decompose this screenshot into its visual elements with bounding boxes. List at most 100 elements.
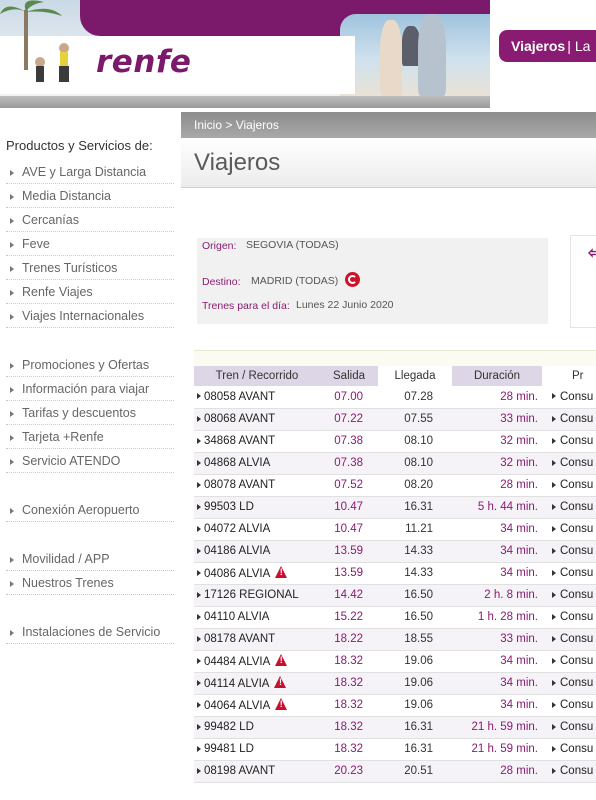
header-precio[interactable]: Pr [542,366,596,386]
header-duracion[interactable]: Duración [452,366,542,386]
sidebar-item-cercanias[interactable]: Cercanías [6,208,174,232]
sidebar-item-renfe-viajes[interactable]: Renfe Viajes [6,280,174,304]
consult-link[interactable]: Consu [542,386,596,409]
consult-link[interactable]: Consu [542,540,596,563]
sidebar-item-viajes-internacionales[interactable]: Viajes Internacionales [6,304,174,328]
consult-link[interactable]: Consu [542,562,596,585]
table-row[interactable]: 99481 LD 18.32 16.31 21 h. 59 min. Consu [194,738,596,761]
consult-link[interactable]: Consu [542,474,596,497]
departure-cell: 13.59 [320,540,378,563]
train-cell[interactable]: 04086 ALVIA [194,562,320,585]
departure-cell: 07.52 [320,474,378,497]
train-cell[interactable]: 99481 LD [194,738,320,761]
train-cell[interactable]: 04186 ALVIA [194,540,320,563]
table-row[interactable]: 04186 ALVIA 13.59 14.33 34 min. Consu [194,540,596,563]
consult-link[interactable]: Consu [542,672,596,695]
arrival-cell: 11.21 [378,518,452,541]
train-cell[interactable]: 08068 AVANT [194,408,320,431]
consult-link[interactable]: Consu [542,760,596,783]
train-cell[interactable]: 08078 AVANT [194,474,320,497]
table-row[interactable]: 04868 ALVIA 07.38 08.10 32 min. Consu [194,452,596,475]
sidebar-item-feve[interactable]: Feve [6,232,174,256]
palm-tree-icon [0,0,69,82]
warning-icon[interactable] [275,654,288,666]
warning-icon[interactable] [275,566,288,578]
consult-link[interactable]: Consu [542,606,596,629]
header-divider [0,96,490,108]
warning-icon[interactable] [275,698,288,710]
header-llegada[interactable]: Llegada [378,366,452,386]
consult-link[interactable]: Consu [542,694,596,717]
train-cell[interactable]: 04110 ALVIA [194,606,320,629]
table-row[interactable]: 34868 AVANT 07.38 08.10 32 min. Consu [194,430,596,453]
sidebar-item-promociones[interactable]: Promociones y Ofertas [6,353,174,377]
duration-cell: 33 min. [452,628,542,651]
table-row[interactable]: 08198 AVANT 20.23 20.51 28 min. Consu [194,760,596,783]
sidebar-heading: Productos y Servicios de: [0,126,180,160]
breadcrumb[interactable]: Inicio > Viajeros [181,112,596,138]
sidebar-item-tarifas[interactable]: Tarifas y descuentos [6,401,174,425]
sidebar-item-nuestros-trenes[interactable]: Nuestros Trenes [6,571,174,595]
consult-link[interactable]: Consu [542,496,596,519]
consult-link[interactable]: Consu [542,518,596,541]
consult-link[interactable]: Consu [542,584,596,607]
duration-cell: 34 min. [452,672,542,695]
table-row[interactable]: 99482 LD 18.32 16.31 21 h. 59 min. Consu [194,716,596,739]
duration-cell: 1 h. 28 min. [452,606,542,629]
departure-cell: 13.59 [320,562,378,585]
departure-cell: 07.38 [320,430,378,453]
train-cell[interactable]: 08178 AVANT [194,628,320,651]
arrow-left-icon[interactable]: ⇦ [588,245,596,262]
sidebar-item-trenes-turisticos[interactable]: Trenes Turísticos [6,256,174,280]
table-header-row: Tren / Recorrido Salida Llegada Duración… [194,366,596,386]
renfe-logo[interactable]: renfe [96,44,192,80]
table-row[interactable]: 17126 REGIONAL 14.42 16.50 2 h. 8 min. Consu [194,584,596,607]
sidebar-item-movilidad[interactable]: Movilidad / APP [6,547,174,571]
table-row[interactable]: 04110 ALVIA 15.22 16.50 1 h. 28 min. Consu [194,606,596,629]
consult-link[interactable]: Consu [542,716,596,739]
train-cell[interactable]: 99482 LD [194,716,320,739]
table-row[interactable]: 08078 AVANT 07.52 08.20 28 min. Consu [194,474,596,497]
departure-cell: 10.47 [320,518,378,541]
warning-icon[interactable] [274,676,287,688]
train-cell[interactable]: 17126 REGIONAL [194,584,320,607]
train-cell[interactable]: 34868 AVANT [194,430,320,453]
sidebar-item-instalaciones[interactable]: Instalaciones de Servicio [6,620,174,644]
train-cell[interactable]: 04064 ALVIA [194,694,320,717]
consult-link[interactable]: Consu [542,650,596,673]
train-cell[interactable]: 08058 AVANT [194,386,320,409]
train-cell[interactable]: 04072 ALVIA [194,518,320,541]
consult-link[interactable]: Consu [542,628,596,651]
table-row[interactable]: 08058 AVANT 07.00 07.28 28 min. Consu [194,386,596,409]
train-cell[interactable]: 04484 ALVIA [194,650,320,673]
consult-link[interactable]: Consu [542,738,596,761]
sidebar-item-aeropuerto[interactable]: Conexión Aeropuerto [6,498,174,522]
table-row[interactable]: 08068 AVANT 07.22 07.55 33 min. Consu [194,408,596,431]
sidebar-item-atendo[interactable]: Servicio ATENDO [6,449,174,473]
consult-link[interactable]: Consu [542,452,596,475]
arrival-cell: 14.33 [378,540,452,563]
train-cell[interactable]: 04114 ALVIA [194,672,320,695]
table-row[interactable]: 04072 ALVIA 10.47 11.21 34 min. Consu [194,518,596,541]
train-cell[interactable]: 04868 ALVIA [194,452,320,475]
sidebar-item-informacion[interactable]: Información para viajar [6,377,174,401]
logo-panel [0,36,355,94]
train-cell[interactable]: 99503 LD [194,496,320,519]
nav-next[interactable]: La [574,38,591,54]
table-row[interactable]: 08178 AVANT 18.22 18.55 33 min. Consu [194,628,596,651]
consult-link[interactable]: Consu [542,408,596,431]
header-salida[interactable]: Salida [320,366,378,386]
table-row[interactable]: 99503 LD 10.47 16.31 5 h. 44 min. Consu [194,496,596,519]
train-cell[interactable]: 08198 AVANT [194,760,320,783]
sidebar-item-tarjeta[interactable]: Tarjeta +Renfe [6,425,174,449]
header-tren[interactable]: Tren / Recorrido [194,366,320,386]
sidebar-item-media-distancia[interactable]: Media Distancia [6,184,174,208]
refresh-icon[interactable] [345,272,360,287]
sidebar-item-ave[interactable]: AVE y Larga Distancia [6,160,174,184]
consult-link[interactable]: Consu [542,430,596,453]
nav-viajeros[interactable]: Viajeros [511,38,566,54]
